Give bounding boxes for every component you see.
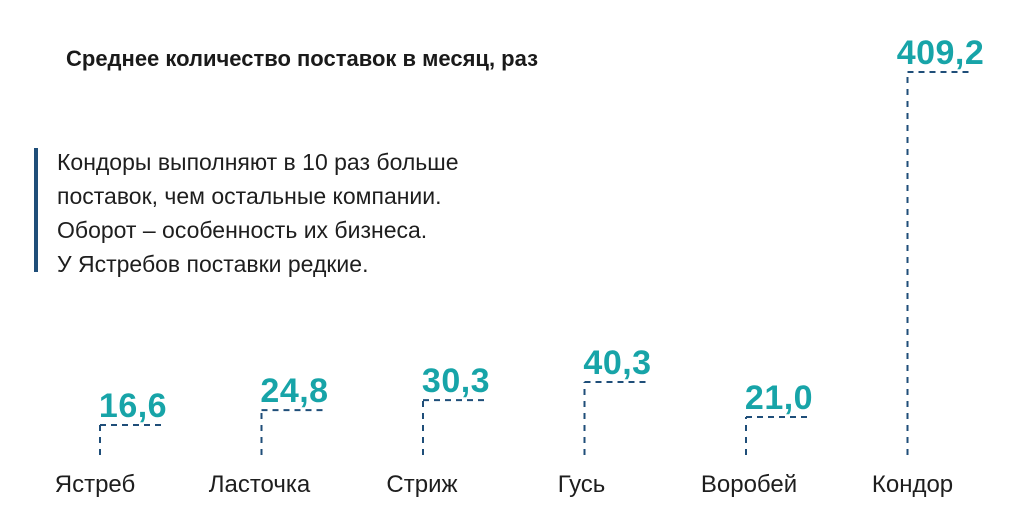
value-label-2: 30,3 — [422, 362, 490, 400]
value-label-0: 16,6 — [99, 387, 167, 425]
category-label-1: Ласточка — [209, 471, 311, 498]
category-label-3: Гусь — [558, 471, 606, 498]
annotation-accent-bar — [34, 148, 38, 272]
category-label-0: Ястреб — [55, 471, 136, 498]
annotation-line-4: У Ястребов поставки редкие. — [57, 251, 368, 277]
value-label-3: 40,3 — [583, 344, 651, 382]
value-label-5: 409,2 — [897, 34, 985, 72]
value-label-4: 21,0 — [745, 379, 813, 417]
annotation: Кондоры выполняют в 10 раз больше постав… — [57, 149, 459, 277]
chart-title: Среднее количество поставок в месяц, раз — [66, 46, 538, 71]
chart-marks: 16,6 Ястреб 24,8 Ласточка 30,3 Стриж 40,3 Гусь 2… — [55, 34, 985, 498]
category-label-4: Воробей — [701, 471, 797, 498]
annotation-line-1: Кондоры выполняют в 10 раз больше — [57, 149, 459, 175]
value-label-1: 24,8 — [260, 372, 328, 410]
category-label-2: Стриж — [386, 471, 457, 498]
annotation-line-3: Оборот – особенность их бизнеса. — [57, 217, 427, 243]
category-label-5: Кондор — [872, 471, 953, 498]
annotation-line-2: поставок, чем остальные компании. — [57, 183, 442, 209]
